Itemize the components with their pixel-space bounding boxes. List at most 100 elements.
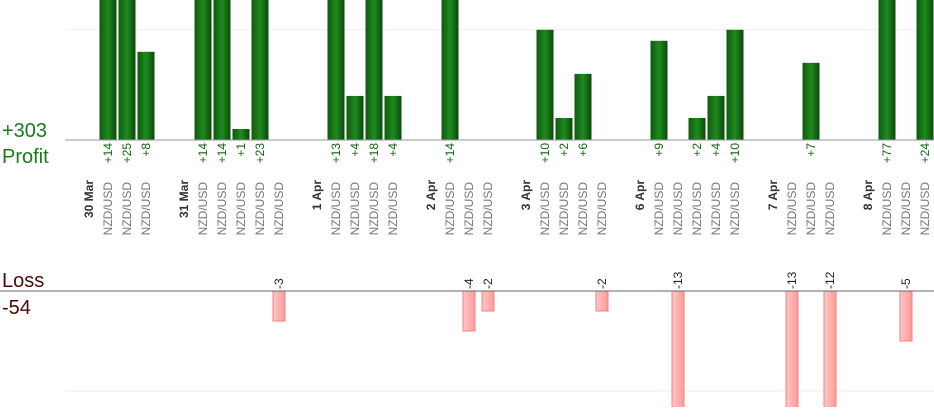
x-tick-label: NZD/USD [215, 182, 229, 236]
date-label: 3 Apr [519, 180, 533, 211]
date-label: 30 Mar [82, 180, 96, 218]
value-label: +4 [709, 143, 723, 157]
profit-bar [251, 0, 269, 140]
x-tick-label: NZD/USD [823, 182, 837, 236]
value-label: +6 [576, 143, 590, 157]
x-tick-label: NZD/USD [481, 182, 495, 236]
date-label: 1 Apr [310, 180, 324, 211]
date-label: 8 Apr [861, 180, 875, 211]
x-tick-label: NZD/USD [785, 182, 799, 236]
profit-total: +303 [2, 120, 47, 142]
loss-bar [595, 291, 609, 312]
value-label: -5 [899, 278, 913, 289]
profit-bar [137, 51, 155, 140]
profit-bar [99, 0, 117, 140]
x-tick-label: NZD/USD [690, 182, 704, 236]
profit-bar [384, 95, 402, 140]
x-tick-label: NZD/USD [329, 182, 343, 236]
profit-bar [555, 117, 573, 140]
date-label: 31 Mar [177, 180, 191, 218]
x-tick-label: NZD/USD [652, 182, 666, 236]
x-tick-label: NZD/USD [899, 182, 913, 236]
value-label: +24 [918, 143, 932, 164]
x-tick-label: NZD/USD [367, 182, 381, 236]
value-label: -4 [462, 278, 476, 289]
value-label: +10 [728, 143, 742, 164]
loss-bar [462, 291, 476, 332]
value-label: +2 [690, 143, 704, 157]
value-label: +23 [253, 143, 267, 164]
x-tick-label: NZD/USD [918, 182, 932, 236]
x-tick-label: NZD/USD [538, 182, 552, 236]
x-tick-label: NZD/USD [880, 182, 894, 236]
x-tick-label: NZD/USD [120, 182, 134, 236]
profit-bar [346, 95, 364, 140]
profit-bar [726, 29, 744, 140]
loss-bar [899, 291, 913, 342]
profit-bar [688, 117, 706, 140]
value-label: +18 [367, 143, 381, 164]
profit-bar [213, 0, 231, 140]
value-label: +4 [348, 143, 362, 157]
value-label: +13 [329, 143, 343, 164]
profit-bar [878, 0, 896, 140]
loss-total: -54 [2, 297, 31, 319]
date-label: 6 Apr [633, 180, 647, 211]
profit-bar [574, 73, 592, 140]
profit-bar [916, 0, 934, 140]
x-tick-label: NZD/USD [671, 182, 685, 236]
profit-label: Profit [2, 146, 49, 168]
date-label: 7 Apr [766, 180, 780, 211]
profit-bar [802, 62, 820, 140]
loss-bar [671, 291, 685, 407]
value-label: +8 [139, 143, 153, 157]
profit-bar [232, 128, 250, 140]
profit-bar [441, 0, 459, 140]
x-tick-label: NZD/USD [348, 182, 362, 236]
value-label: +2 [557, 143, 571, 157]
date-label: 2 Apr [424, 180, 438, 211]
loss-bars [272, 291, 913, 407]
value-label: +25 [120, 143, 134, 164]
x-tick-label: NZD/USD [386, 182, 400, 236]
value-label: +14 [215, 143, 229, 164]
value-label: -12 [823, 271, 837, 289]
value-label: +14 [443, 143, 457, 164]
x-tick-label: NZD/USD [253, 182, 267, 236]
profit-bar [194, 0, 212, 140]
loss-bar [272, 291, 286, 322]
profit-bars [99, 0, 934, 140]
x-tick-label: NZD/USD [139, 182, 153, 236]
x-tick-label: NZD/USD [443, 182, 457, 236]
x-tick-label: NZD/USD [462, 182, 476, 236]
loss-bar [785, 291, 799, 407]
profit-bar [327, 0, 345, 140]
loss-bar [481, 291, 495, 312]
profit-bar [707, 95, 725, 140]
value-label: +7 [804, 143, 818, 157]
value-label: +77 [880, 143, 894, 164]
value-label: -13 [671, 271, 685, 289]
value-label: -13 [785, 271, 799, 289]
x-tick-label: NZD/USD [709, 182, 723, 236]
x-tick-label: NZD/USD [576, 182, 590, 236]
value-label: +4 [386, 143, 400, 157]
x-tick-label: NZD/USD [101, 182, 115, 236]
value-label: -3 [272, 278, 286, 289]
x-tick-label: NZD/USD [557, 182, 571, 236]
profit-bar [365, 0, 383, 140]
x-tick-label: NZD/USD [595, 182, 609, 236]
loss-label: Loss [2, 270, 44, 292]
value-label: -2 [481, 278, 495, 289]
profit-bar [536, 29, 554, 140]
x-tick-label: NZD/USD [728, 182, 742, 236]
value-label: +14 [196, 143, 210, 164]
profit-bar [118, 0, 136, 140]
x-tick-label: NZD/USD [234, 182, 248, 236]
x-tick-label: NZD/USD [196, 182, 210, 236]
loss-bar [823, 291, 837, 407]
value-label: -2 [595, 278, 609, 289]
profit-bar [650, 40, 668, 140]
value-label: +14 [101, 143, 115, 164]
